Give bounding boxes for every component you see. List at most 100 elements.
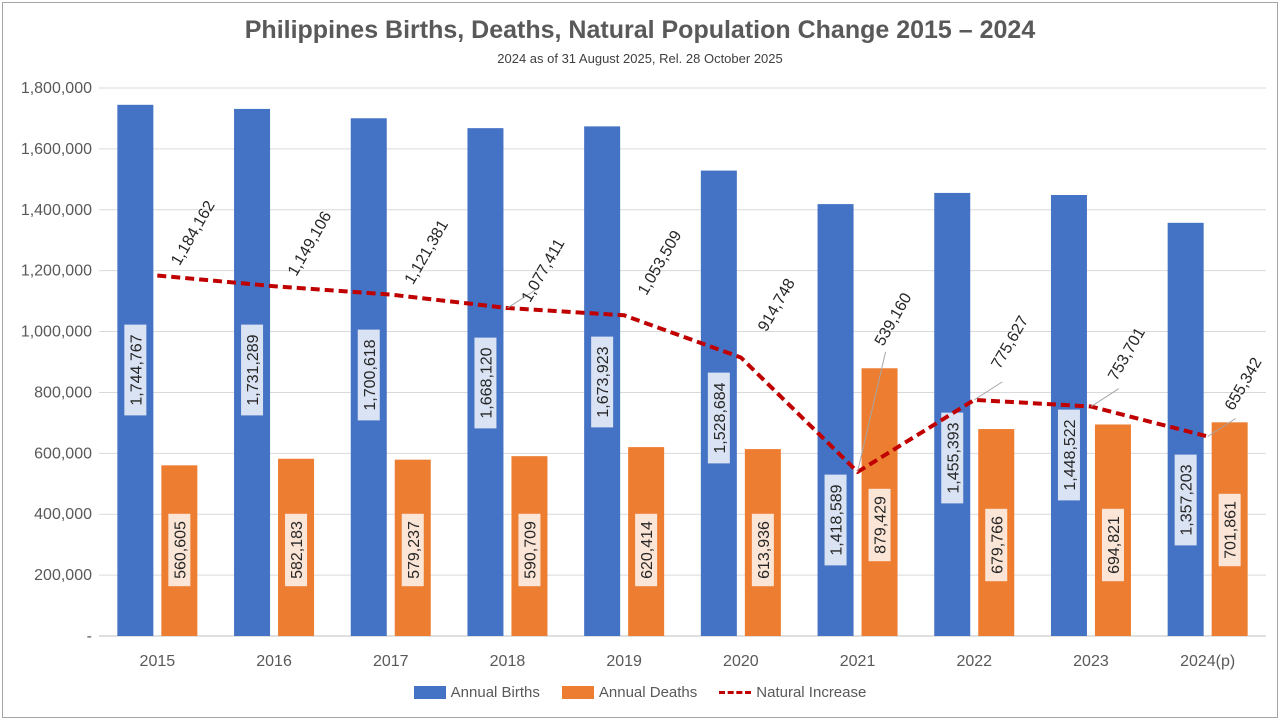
data-label-deaths: 620,414 — [635, 513, 658, 587]
x-tick-label: 2015 — [140, 653, 176, 670]
data-label-deaths-bg — [1101, 508, 1124, 582]
data-label-deaths-text: 613,936 — [756, 521, 773, 579]
data-label-births: 1,731,289 — [241, 324, 264, 416]
legend-swatch-births — [413, 686, 446, 699]
x-tick-label: 2023 — [1073, 653, 1109, 670]
line-natural-increase — [157, 273, 1209, 474]
bar-annual-births — [817, 204, 854, 636]
data-label-births: 1,668,120 — [474, 337, 497, 429]
data-label-natural-increase: 1,149,106 — [285, 209, 335, 279]
x-tick-label: 2016 — [256, 653, 292, 670]
data-label-natural-increase: 539,160 — [872, 290, 916, 349]
x-tick-label: 2017 — [373, 653, 409, 670]
data-label-natural-increase: 655,342 — [1222, 355, 1266, 414]
legend-swatch-deaths — [561, 686, 594, 699]
y-tick-label: 1,000,000 — [21, 324, 92, 341]
data-label-births: 1,744,767 — [124, 324, 147, 416]
data-label-births: 1,673,923 — [591, 336, 614, 428]
data-label-deaths-text: 560,605 — [172, 521, 189, 579]
data-label-deaths-text: 582,183 — [289, 521, 306, 579]
data-label-deaths: 582,183 — [285, 513, 308, 587]
data-label-births: 1,357,203 — [1174, 454, 1197, 546]
data-label-deaths-text: 701,861 — [1223, 501, 1240, 559]
legend-item-natural-increase: Natural Increase — [719, 684, 866, 701]
legend: Annual Births Annual Deaths Natural Incr… — [0, 684, 1280, 701]
data-label-natural-increase: 1,121,381 — [402, 217, 452, 287]
data-label-natural-increase: 1,053,509 — [635, 228, 685, 298]
data-label-births-bg — [474, 337, 497, 429]
chart-subtitle: 2024 as of 31 August 2025, Rel. 28 Octob… — [497, 51, 783, 66]
legend-label-deaths: Annual Deaths — [598, 684, 698, 701]
data-label-deaths-bg — [868, 488, 891, 562]
data-label-deaths-bg — [401, 513, 424, 587]
data-label-births-bg — [707, 372, 730, 464]
y-tick-label: 1,400,000 — [21, 202, 92, 219]
data-label-births-text: 1,448,522 — [1062, 419, 1079, 490]
y-tick-label: 1,800,000 — [21, 80, 92, 97]
data-label-deaths: 701,861 — [1218, 493, 1241, 567]
y-tick-label: 200,000 — [34, 567, 92, 584]
x-tick-label: 2022 — [956, 653, 992, 670]
y-tick-label: 1,600,000 — [21, 141, 92, 158]
data-label-births: 1,418,589 — [824, 474, 847, 566]
data-label-births-text: 1,418,589 — [829, 484, 846, 555]
legend-item-deaths: Annual Deaths — [561, 684, 698, 701]
data-label-deaths-bg — [985, 508, 1008, 582]
data-label-births: 1,448,522 — [1057, 409, 1080, 501]
data-label-births-text: 1,357,203 — [1179, 464, 1196, 535]
data-label-births-text: 1,700,618 — [362, 339, 379, 410]
legend-label-births: Annual Births — [450, 684, 540, 701]
data-label-births: 1,700,618 — [357, 329, 380, 421]
leader-line — [1207, 418, 1236, 437]
data-label-births-text: 1,455,393 — [945, 422, 962, 493]
data-label-births-bg — [241, 324, 264, 416]
data-label-births-bg — [124, 324, 147, 416]
x-tick-label: 2021 — [840, 653, 876, 670]
data-label-births-text: 1,731,289 — [245, 334, 262, 405]
y-tick-label: 800,000 — [34, 384, 92, 401]
data-label-births-text: 1,673,923 — [595, 346, 612, 417]
x-tick-label: 2019 — [606, 653, 642, 670]
data-label-deaths: 560,605 — [168, 513, 191, 587]
data-label-deaths-text: 620,414 — [639, 521, 656, 579]
y-tick-label: - — [87, 628, 92, 645]
data-label-births: 1,455,393 — [941, 412, 964, 504]
data-label-deaths: 879,429 — [868, 488, 891, 562]
leader-line — [857, 351, 887, 472]
data-label-natural-increase: 753,701 — [1105, 325, 1149, 384]
data-label-natural-increase: 775,627 — [989, 313, 1033, 372]
data-label-births-bg — [591, 336, 614, 428]
data-label-deaths: 579,237 — [401, 513, 424, 587]
data-label-births-bg — [1174, 454, 1197, 546]
data-label-deaths-text: 694,821 — [1106, 516, 1123, 574]
y-tick-label: 600,000 — [34, 445, 92, 462]
data-label-deaths: 679,766 — [985, 508, 1008, 582]
x-tick-label: 2020 — [723, 653, 759, 670]
data-label-deaths-bg — [751, 513, 774, 587]
data-label-deaths: 613,936 — [751, 513, 774, 587]
data-label-births-text: 1,744,767 — [128, 334, 145, 405]
data-label-births-bg — [357, 329, 380, 421]
data-label-births-text: 1,528,684 — [712, 382, 729, 453]
data-label-births-bg — [824, 474, 847, 566]
y-tick-label: 1,200,000 — [21, 263, 92, 280]
legend-label-natural-increase: Natural Increase — [756, 684, 867, 701]
leader-line — [973, 381, 1003, 401]
legend-swatch-natural-increase — [719, 691, 752, 694]
data-label-deaths-text: 579,237 — [406, 521, 423, 579]
data-label-births-text: 1,668,120 — [478, 347, 495, 418]
y-tick-label: 400,000 — [34, 506, 92, 523]
x-tick-label: 2024(p) — [1180, 653, 1235, 670]
data-label-deaths: 694,821 — [1101, 508, 1124, 582]
data-label-natural-increase: 914,748 — [755, 276, 799, 335]
leader-line — [1090, 388, 1120, 407]
data-label-births: 1,528,684 — [707, 372, 730, 464]
data-label-natural-increase: 1,184,162 — [168, 198, 218, 268]
data-label-deaths-text: 590,709 — [522, 521, 539, 579]
data-label-deaths-bg — [518, 513, 541, 587]
chart-title: Philippines Births, Deaths, Natural Popu… — [244, 16, 1036, 44]
legend-item-births: Annual Births — [413, 684, 540, 701]
data-label-births-bg — [941, 412, 964, 504]
data-label-deaths-bg — [285, 513, 308, 587]
